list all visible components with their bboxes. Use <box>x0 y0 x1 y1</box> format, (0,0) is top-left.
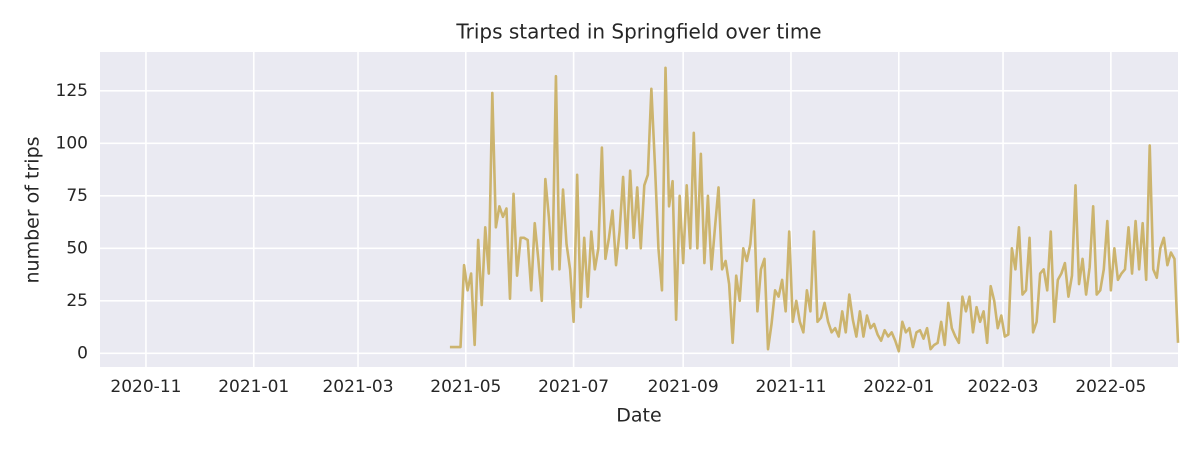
x-tick-label: 2022-03 <box>968 377 1039 397</box>
chart-title: Trips started in Springfield over time <box>455 20 821 44</box>
data-line <box>449 66 1180 353</box>
x-tick-label: 2022-05 <box>1075 377 1146 397</box>
x-tick-label: 2021-03 <box>322 377 393 397</box>
y-tick-label: 100 <box>56 133 88 153</box>
y-tick-label: 25 <box>66 291 88 311</box>
x-axis-label: Date <box>616 405 661 427</box>
x-tick-label: 2021-09 <box>648 377 719 397</box>
x-tick-label: 2021-11 <box>755 377 826 397</box>
x-tick-label: 2022-01 <box>863 377 934 397</box>
x-tick-label: 2021-01 <box>218 377 289 397</box>
y-tick-label: 75 <box>66 186 88 206</box>
y-tick-label: 0 <box>77 343 88 363</box>
x-tick-label: 2020-11 <box>110 377 181 397</box>
y-tick-label: 50 <box>66 238 88 258</box>
x-tick-label: 2021-07 <box>538 377 609 397</box>
y-tick-label: 125 <box>56 81 88 101</box>
x-tick-label: 2021-05 <box>430 377 501 397</box>
y-axis-label: number of trips <box>22 136 44 283</box>
